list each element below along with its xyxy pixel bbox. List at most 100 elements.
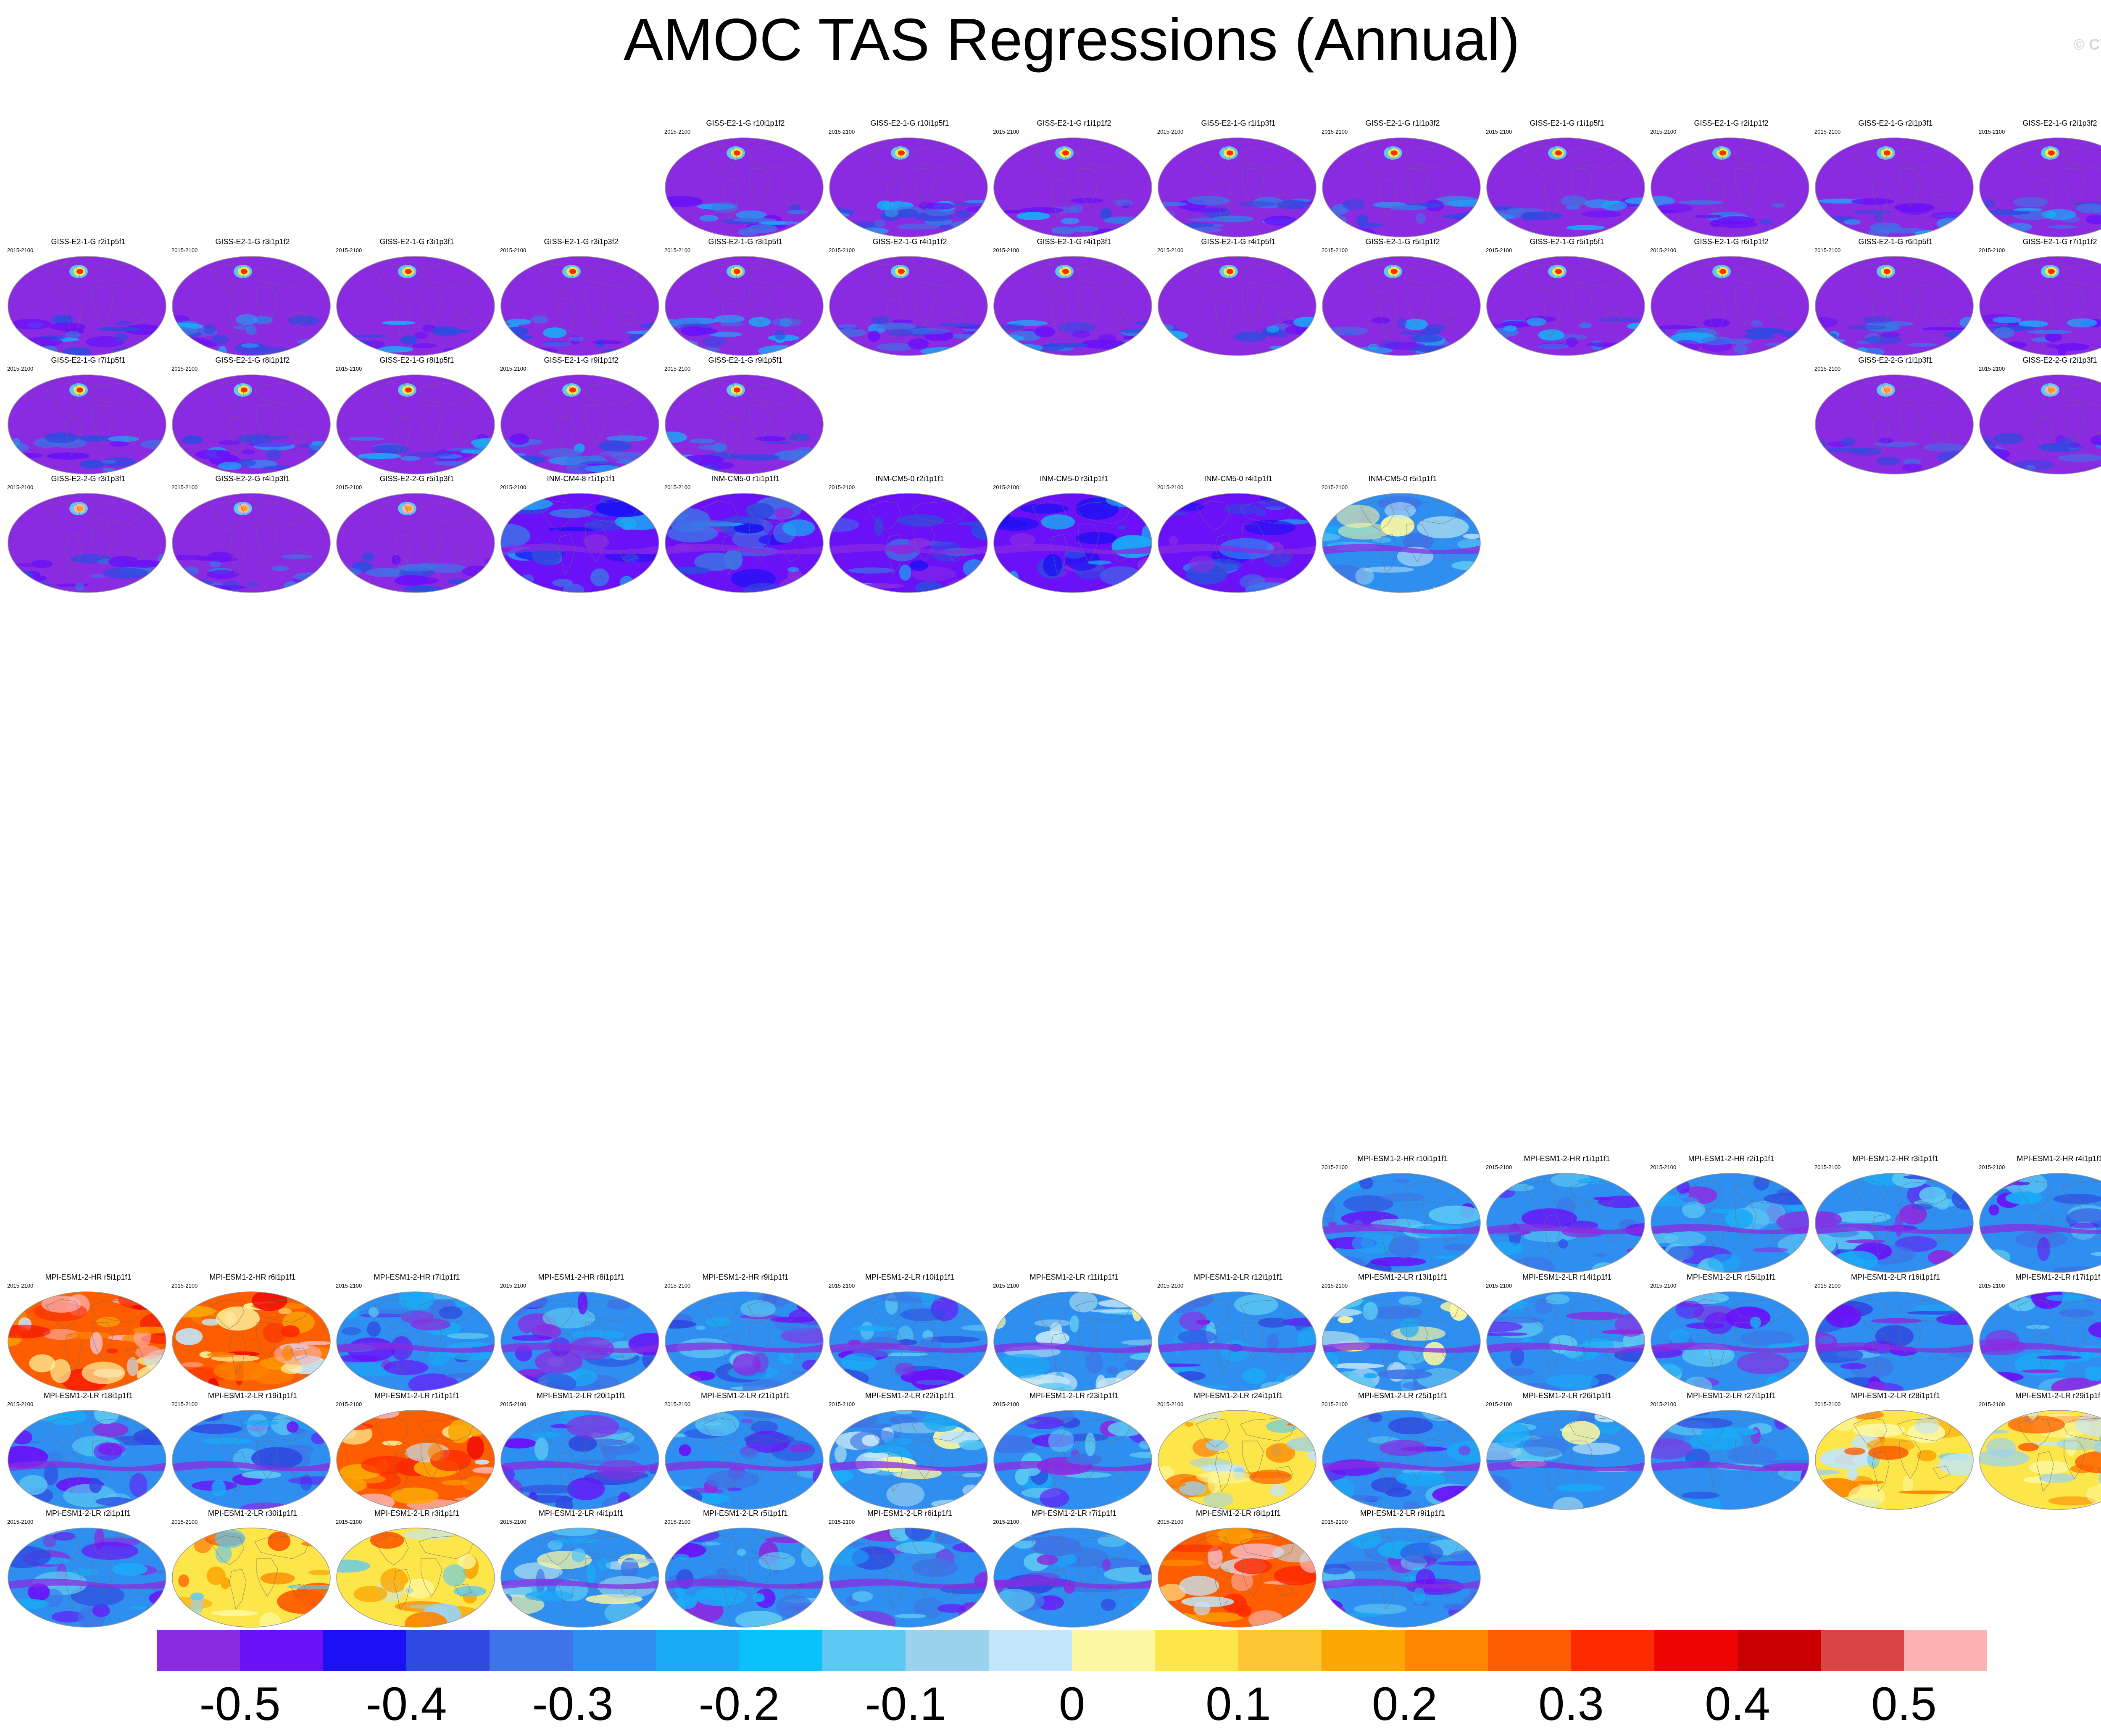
map-panel: MPI-ESM1-2-LR r18i1p1f1 2015-2100 [6, 1391, 170, 1510]
panel-period: 2015-2100 [336, 484, 362, 490]
map-panel: MPI-ESM1-2-LR r25i1p1f1 2015-2100 [1321, 1391, 1485, 1510]
map-plot [829, 1528, 988, 1628]
map-panel: GISS-E2-1-G r3i1p1f2 2015-2100 [171, 237, 334, 356]
panel-title: MPI-ESM1-2-LR r2i1p1f1 [45, 1509, 131, 1517]
panel-title: MPI-ESM1-2-LR r9i1p1f1 [1360, 1509, 1445, 1517]
panel-title: GISS-E2-1-G r8i1p1f2 [215, 356, 290, 364]
colorbar-tick-label: -0.2 [698, 1678, 780, 1730]
colorbar-swatch [1072, 1630, 1156, 1672]
panel-title: MPI-ESM1-2-LR r17i1p1f1 [2015, 1273, 2101, 1281]
panel-title: MPI-ESM1-2-LR r22i1p1f1 [865, 1391, 955, 1400]
panel-period: 2015-2100 [1157, 1519, 1184, 1525]
panel-title: MPI-ESM1-2-LR r25i1p1f1 [1358, 1391, 1448, 1400]
colorbar-swatch [323, 1630, 407, 1672]
panel-period: 2015-2100 [1157, 1283, 1184, 1289]
map-plot [336, 374, 495, 474]
map-plot [665, 374, 824, 474]
panel-title: MPI-ESM1-2-HR r3i1p1f1 [1852, 1154, 1939, 1163]
colorbar-swatch [906, 1630, 989, 1672]
map-plot [665, 493, 824, 593]
map-panel: INM-CM5-0 r2i1p1f1 2015-2100 [828, 474, 992, 593]
map-plot [172, 256, 331, 356]
panel-title: MPI-ESM1-2-LR r4i1p1f1 [538, 1509, 624, 1517]
panel-title: MPI-ESM1-2-LR r16i1p1f1 [1851, 1273, 1940, 1281]
panel-period: 2015-2100 [1814, 1283, 1841, 1289]
map-plot [336, 1410, 495, 1510]
map-panel: MPI-ESM1-2-LR r7i1p1f1 2015-2100 [992, 1509, 1156, 1628]
map-plot [993, 256, 1152, 356]
panel-period: 2015-2100 [171, 366, 198, 372]
panel-title: MPI-ESM1-2-LR r20i1p1f1 [536, 1391, 626, 1400]
panel-title: GISS-E2-1-G r4i1p5f1 [1201, 237, 1276, 246]
map-panel: GISS-E2-1-G r9i1p1f2 2015-2100 [499, 356, 663, 474]
colorbar-swatch [1238, 1630, 1322, 1672]
map-plot [500, 493, 659, 593]
map-plot [1158, 1410, 1316, 1510]
map-plot [1486, 1291, 1645, 1391]
map-panel: GISS-E2-1-G r10i1p5f1 2015-2100 [828, 119, 992, 237]
map-plot [8, 256, 166, 356]
panel-period: 2015-2100 [1486, 129, 1512, 135]
panel-period: 2015-2100 [336, 1283, 362, 1289]
map-panel: MPI-ESM1-2-HR r10i1p1f1 2015-2100 [1321, 1154, 1485, 1273]
map-plot [665, 256, 824, 356]
map-plot [1158, 256, 1316, 356]
map-plot [1815, 1173, 1974, 1273]
map-plot [1322, 137, 1481, 237]
panel-title: MPI-ESM1-2-LR r18i1p1f1 [43, 1391, 133, 1400]
panel-period: 2015-2100 [1814, 247, 1841, 253]
panel-title: INM-CM5-0 r3i1p1f1 [1040, 474, 1108, 483]
panel-title: MPI-ESM1-2-LR r14i1p1f1 [1522, 1273, 1612, 1281]
panel-period: 2015-2100 [1322, 129, 1348, 135]
map-panel: GISS-E2-1-G r6i1p5f1 2015-2100 [1814, 237, 1977, 356]
panel-period: 2015-2100 [1650, 1164, 1677, 1170]
panel-title: MPI-ESM1-2-LR r19i1p1f1 [208, 1391, 298, 1400]
map-plot [1322, 1291, 1481, 1391]
map-plot [993, 1528, 1152, 1628]
map-panel: INM-CM5-0 r1i1p1f1 2015-2100 [663, 474, 827, 593]
map-panel: INM-CM5-0 r5i1p1f1 2015-2100 [1321, 474, 1485, 593]
panel-title: GISS-E2-1-G r4i1p3f1 [1037, 237, 1111, 246]
map-plot [500, 1291, 659, 1391]
map-panel: GISS-E2-1-G r1i1p3f1 2015-2100 [1156, 119, 1320, 237]
map-panel: MPI-ESM1-2-HR r3i1p1f1 2015-2100 [1814, 1154, 1977, 1273]
colorbar-swatch [1488, 1630, 1572, 1672]
panel-period: 2015-2100 [1322, 247, 1348, 253]
panel-title: GISS-E2-1-G r3i1p1f2 [215, 237, 290, 246]
map-panel: GISS-E2-1-G r7i1p5f1 2015-2100 [6, 356, 170, 474]
panel-title: MPI-ESM1-2-LR r5i1p1f1 [703, 1509, 788, 1517]
map-plot [8, 374, 166, 474]
panel-period: 2015-2100 [1322, 1401, 1348, 1407]
panel-title: GISS-E2-2-G r3i1p3f1 [51, 474, 126, 483]
map-panel: GISS-E2-1-G r3i1p3f2 2015-2100 [499, 237, 663, 356]
map-plot [829, 1291, 988, 1391]
panel-period: 2015-2100 [1979, 1401, 2005, 1407]
panel-period: 2015-2100 [1979, 1283, 2005, 1289]
panel-period: 2015-2100 [171, 1519, 198, 1525]
panel-title: GISS-E2-2-G r4i1p3f1 [215, 474, 290, 483]
panel-period: 2015-2100 [7, 247, 34, 253]
panel-period: 2015-2100 [1814, 1164, 1841, 1170]
colorbar-swatch [1654, 1630, 1738, 1672]
map-plot [336, 493, 495, 593]
map-plot [665, 1528, 824, 1628]
map-plot [500, 256, 659, 356]
panel-title: MPI-ESM1-2-HR r2i1p1f1 [1688, 1154, 1775, 1163]
map-panel: GISS-E2-1-G r8i1p5f1 2015-2100 [335, 356, 499, 474]
map-panel: MPI-ESM1-2-LR r13i1p1f1 2015-2100 [1321, 1272, 1485, 1391]
panel-title: GISS-E2-1-G r7i1p5f1 [51, 356, 126, 364]
map-panel: MPI-ESM1-2-HR r9i1p1f1 2015-2100 [663, 1272, 827, 1391]
panel-period: 2015-2100 [993, 129, 1019, 135]
map-panel: GISS-E2-2-G r1i1p3f1 2015-2100 [1814, 356, 1977, 474]
panel-period: 2015-2100 [664, 1401, 691, 1407]
colorbar-tick-label: 0.3 [1538, 1678, 1604, 1730]
map-panel: GISS-E2-1-G r8i1p1f2 2015-2100 [171, 356, 334, 474]
panel-title: INM-CM4-8 r1i1p1f1 [547, 474, 616, 483]
panel-title: INM-CM5-0 r5i1p1f1 [1368, 474, 1437, 483]
colorbar-swatch [1821, 1630, 1904, 1672]
map-plot [1486, 1410, 1645, 1510]
map-panel: MPI-ESM1-2-LR r19i1p1f1 2015-2100 [171, 1391, 334, 1510]
panel-period: 2015-2100 [1486, 247, 1512, 253]
panel-period: 2015-2100 [664, 366, 691, 372]
map-plot [829, 137, 988, 237]
